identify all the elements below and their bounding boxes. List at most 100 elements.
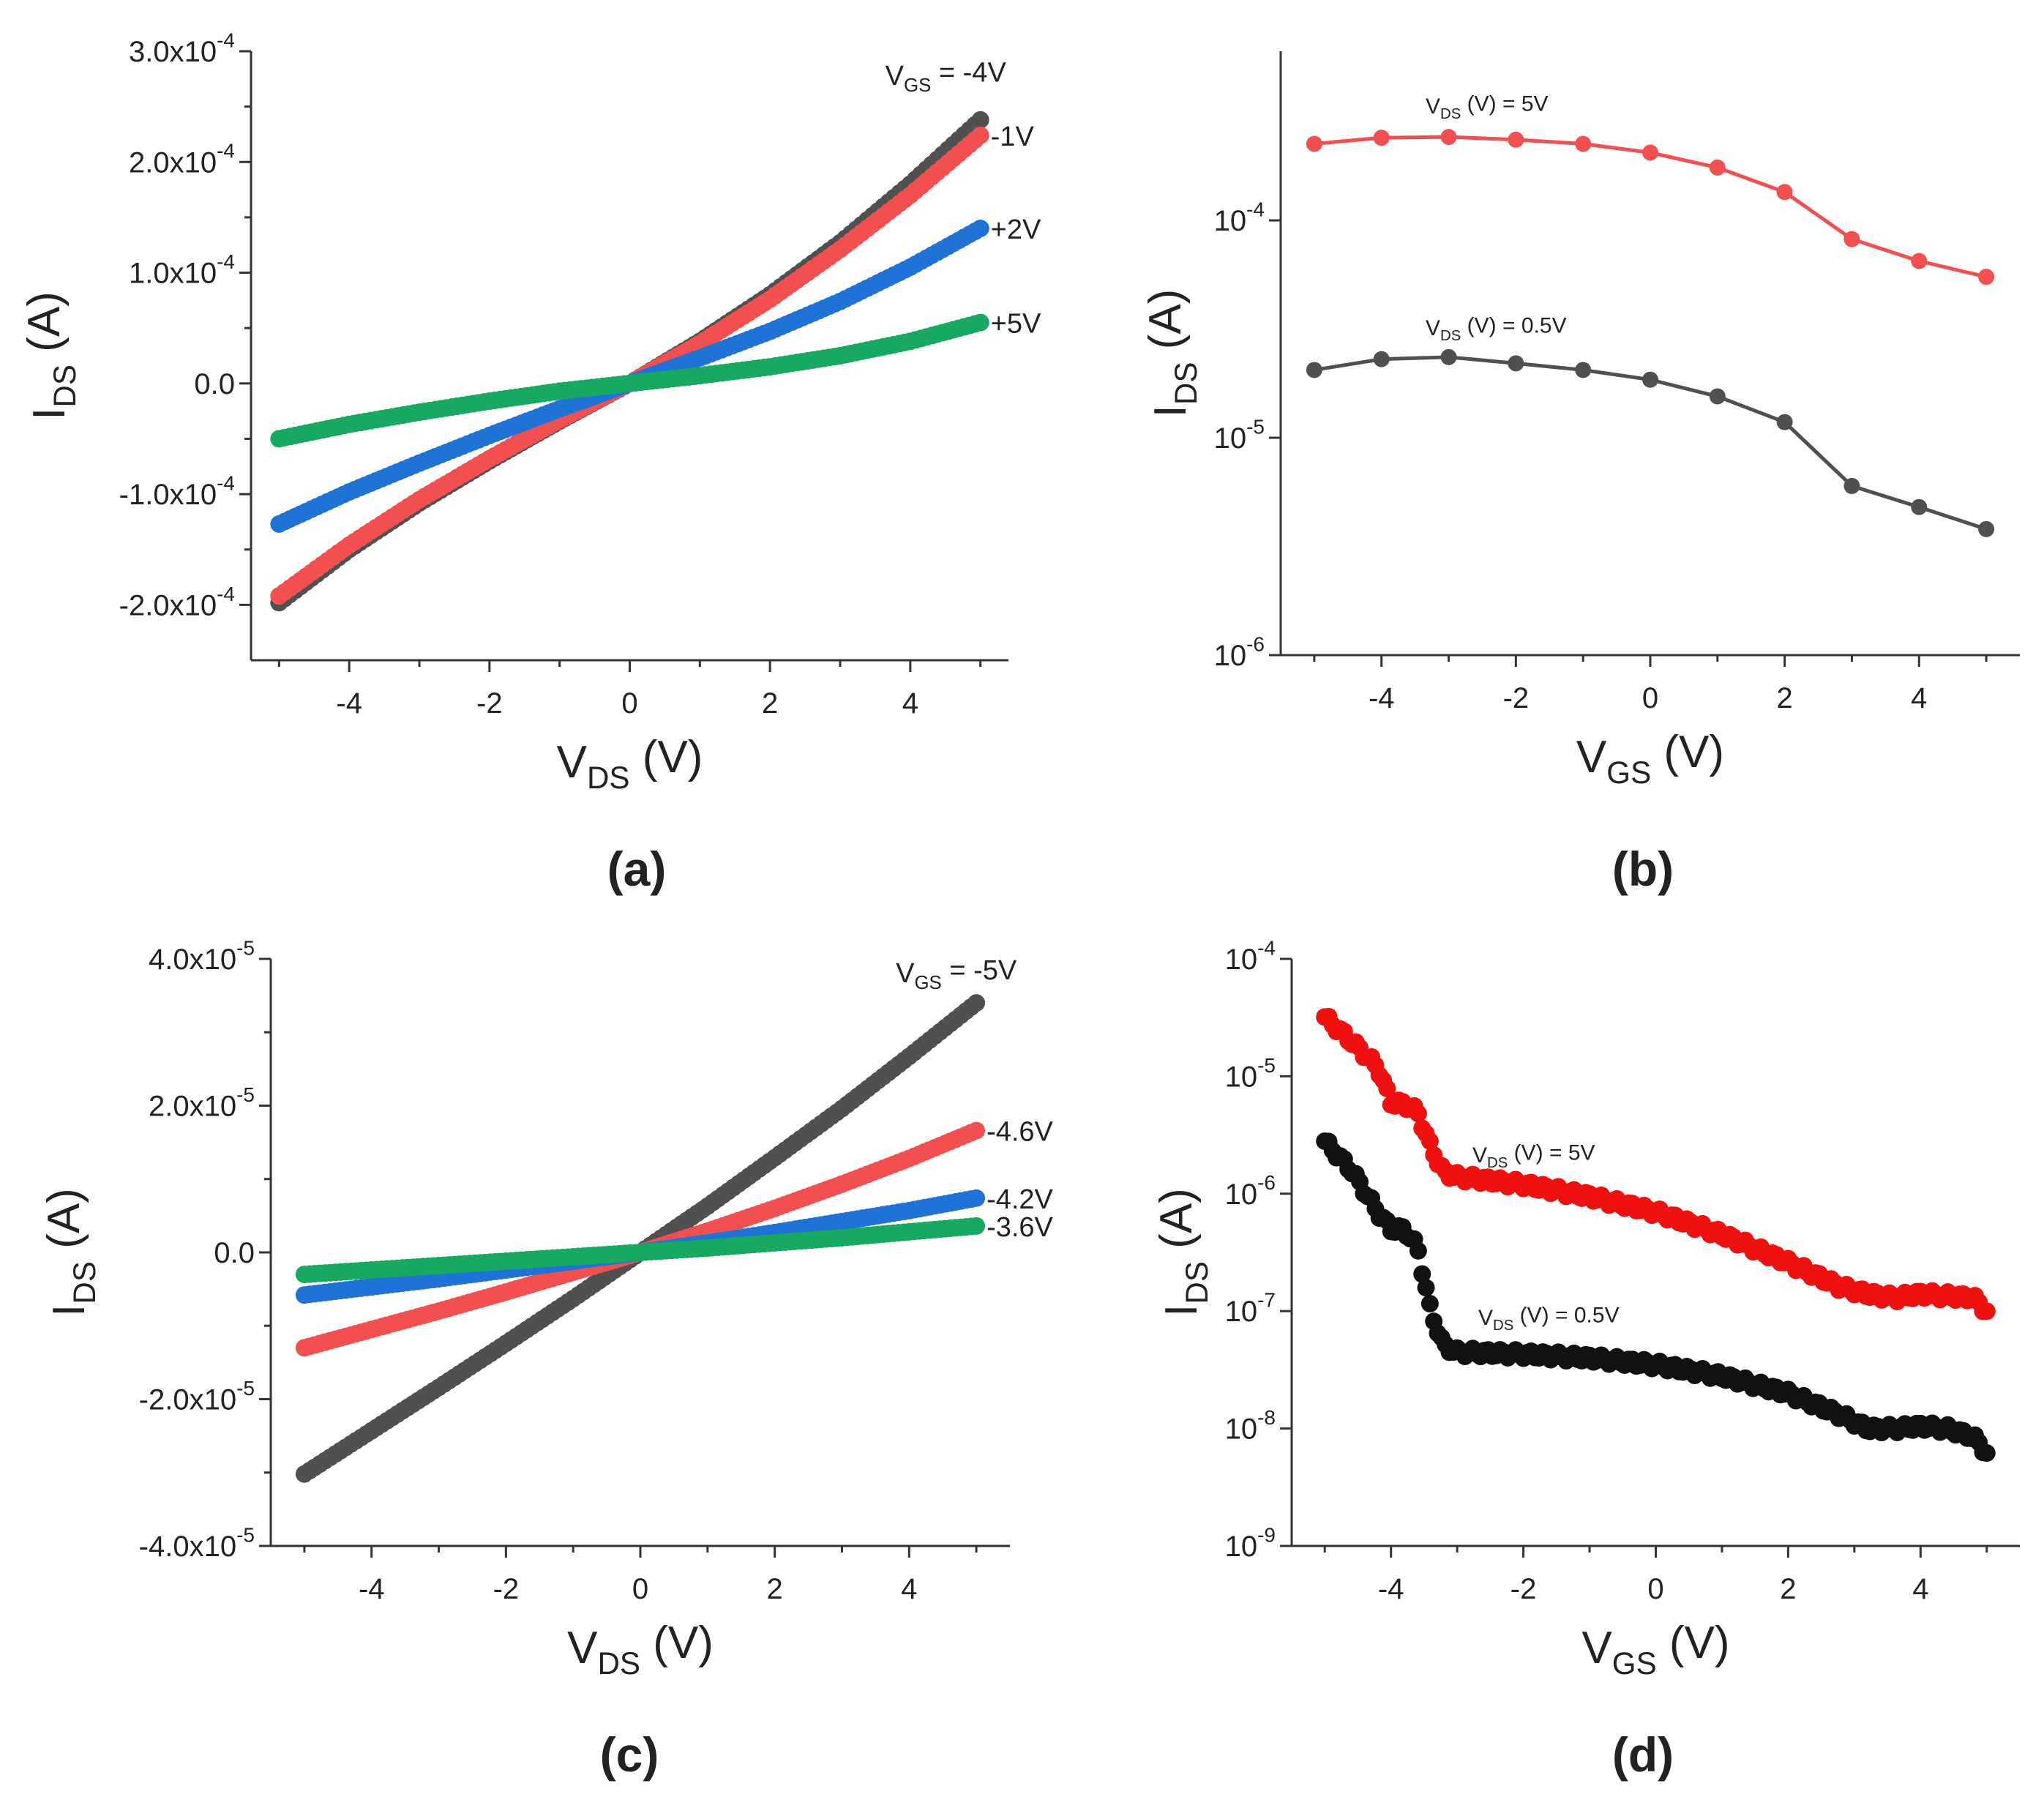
panel-label-c: (c) bbox=[600, 1727, 659, 1782]
x-tick-label: 0 bbox=[1642, 682, 1658, 714]
y-tick-label: -2.0x10-4 bbox=[119, 583, 235, 622]
chart-c: -4 -2 0 2 4 -4.0x10-5 -2.0x10-5 0.0 2.0x10-5 4… bbox=[39, 936, 1054, 1782]
x-tick-label: 4 bbox=[901, 1573, 917, 1605]
x-tick-label: 4 bbox=[1911, 682, 1927, 714]
y-tick-label: 10-7 bbox=[1225, 1289, 1276, 1329]
series-1: VDS (V) = 0.5V bbox=[1316, 1132, 1996, 1462]
data-point bbox=[1911, 253, 1928, 269]
x-axis-title: VDS (V) bbox=[567, 1618, 714, 1681]
y-tick-label: 2.0x10-4 bbox=[129, 140, 235, 179]
x-tick-label: 2 bbox=[762, 687, 778, 720]
x-tick-label: 0 bbox=[632, 1573, 648, 1605]
x-tick-label: 0 bbox=[1647, 1573, 1663, 1605]
x-tick-label: -2 bbox=[1510, 1573, 1537, 1605]
data-point bbox=[1413, 1265, 1431, 1283]
y-tick-label: 10-8 bbox=[1225, 1406, 1276, 1446]
x-tick-label: -2 bbox=[476, 687, 503, 720]
x-tick-label: -4 bbox=[336, 687, 362, 720]
data-point bbox=[1378, 1080, 1396, 1098]
y-tick-label: 10-6 bbox=[1214, 632, 1265, 672]
series-label: VDS (V) = 5V bbox=[1472, 1141, 1595, 1172]
data-point bbox=[1575, 362, 1592, 378]
data-point bbox=[1843, 231, 1860, 247]
series-label: VDS (V) = 5V bbox=[1426, 92, 1549, 123]
y-tick-label: 1.0x10-4 bbox=[129, 250, 235, 290]
data-point bbox=[1978, 269, 1995, 285]
series-3: +5V bbox=[270, 309, 1041, 448]
data-point bbox=[1642, 371, 1658, 388]
data-point bbox=[1776, 184, 1793, 201]
panel-label-a: (a) bbox=[607, 842, 667, 896]
series-label: -3.6V bbox=[987, 1212, 1053, 1243]
series-label: VDS (V) = 0.5V bbox=[1426, 314, 1567, 345]
y-tick-label: 3.0x10-4 bbox=[129, 29, 235, 68]
x-tick-label: 2 bbox=[1780, 1573, 1796, 1605]
data-point bbox=[1420, 1295, 1439, 1313]
y-axis-title: IDS (A) bbox=[19, 291, 82, 420]
y-tick-label: 2.0x10-5 bbox=[149, 1083, 255, 1123]
data-point bbox=[1843, 477, 1860, 494]
data-point bbox=[1373, 130, 1390, 146]
data-point bbox=[1440, 348, 1457, 365]
y-axis-title: IDS (A) bbox=[39, 1188, 102, 1317]
y-axis-title: IDS (A) bbox=[1140, 289, 1203, 418]
data-point bbox=[1420, 1132, 1439, 1151]
data-point bbox=[967, 1121, 986, 1140]
series-label: -4.2V bbox=[987, 1184, 1053, 1215]
series-0: VGS = -5V bbox=[295, 955, 1017, 1483]
series-3: -3.6V bbox=[295, 1212, 1054, 1284]
data-point bbox=[971, 313, 989, 332]
series-label: VGS = -5V bbox=[896, 955, 1017, 993]
series-1: VDS (V) = 0.5V bbox=[1306, 314, 1995, 537]
data-point bbox=[1978, 520, 1995, 537]
x-axis-title: VGS (V) bbox=[1581, 1618, 1729, 1681]
data-point bbox=[971, 111, 989, 129]
data-point bbox=[1575, 135, 1592, 152]
y-tick-label: 10-5 bbox=[1225, 1054, 1276, 1094]
x-axis-title: VGS (V) bbox=[1576, 727, 1724, 790]
data-point bbox=[971, 220, 989, 238]
x-tick-label: 0 bbox=[621, 687, 637, 720]
data-point bbox=[1977, 1302, 1996, 1320]
y-tick-label: -1.0x10-4 bbox=[119, 471, 235, 511]
x-tick-label: 2 bbox=[1777, 682, 1793, 714]
data-point bbox=[1409, 1241, 1427, 1260]
x-tick-label: -4 bbox=[359, 1573, 385, 1605]
data-point bbox=[1306, 362, 1322, 378]
series-label: +5V bbox=[991, 309, 1041, 340]
chart-b: -4 -2 0 2 4 10-6 10-5 10-4 VGS (V) IDS (A) (b) V… bbox=[1140, 51, 2020, 896]
data-point bbox=[971, 126, 989, 144]
data-point bbox=[967, 1217, 986, 1235]
y-tick-label: -2.0x10-5 bbox=[139, 1377, 255, 1416]
series-label: -1V bbox=[991, 122, 1035, 152]
series-label: -4.6V bbox=[987, 1117, 1053, 1148]
data-point bbox=[1977, 1444, 1996, 1462]
y-tick-label: 10-6 bbox=[1225, 1171, 1276, 1211]
series-0: VDS (V) = 5V bbox=[1306, 92, 1995, 285]
y-axis-title: IDS (A) bbox=[1151, 1188, 1214, 1317]
y-tick-label: 10-4 bbox=[1225, 936, 1276, 976]
x-tick-label: -2 bbox=[1503, 682, 1530, 714]
y-tick-label: 10-4 bbox=[1214, 198, 1265, 237]
data-point bbox=[1373, 351, 1390, 367]
data-point bbox=[1776, 414, 1793, 430]
y-tick-label: -4.0x10-5 bbox=[139, 1523, 255, 1563]
y-tick-label: 0.0 bbox=[214, 1237, 255, 1269]
data-point bbox=[1306, 135, 1322, 152]
x-tick-label: -4 bbox=[1369, 682, 1395, 714]
y-tick-label: 0.0 bbox=[194, 368, 235, 400]
series-label: VGS = -4V bbox=[886, 58, 1007, 96]
data-point bbox=[1440, 129, 1457, 146]
y-tick-label: 10-9 bbox=[1225, 1523, 1276, 1563]
x-tick-label: 4 bbox=[1912, 1573, 1928, 1605]
chart-a: -4 -2 0 2 4 -2.0x10-4 -1.0x10-4 0.0 1.0x10-4 2… bbox=[19, 29, 1041, 896]
x-tick-label: -4 bbox=[1378, 1573, 1404, 1605]
chart-d: -4 -2 0 2 4 10-9 10-8 10-7 10-6 10-5 10-4 VGS… bbox=[1151, 936, 2020, 1782]
x-tick-label: -2 bbox=[493, 1573, 520, 1605]
series-0: VDS (V) = 5V bbox=[1316, 1007, 1996, 1320]
data-point bbox=[1911, 498, 1928, 515]
data-point bbox=[1508, 131, 1524, 148]
data-point bbox=[1709, 388, 1726, 405]
y-tick-label: 4.0x10-5 bbox=[149, 936, 255, 976]
